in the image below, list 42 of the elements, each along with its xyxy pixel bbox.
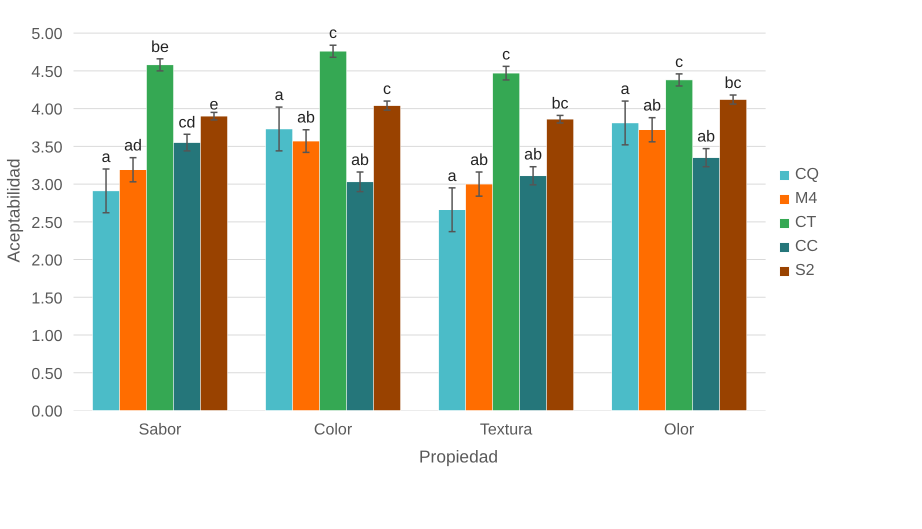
y-tick-label: 3.00 xyxy=(31,177,63,194)
data-label: c xyxy=(329,25,338,42)
y-tick-label: 2.50 xyxy=(31,214,63,232)
x-axis-title: Propiedad xyxy=(419,446,498,466)
x-tick-label: Sabor xyxy=(138,422,182,438)
x-tick-label: Textura xyxy=(480,422,532,438)
data-label: e xyxy=(210,96,219,114)
y-tick-label: 4.50 xyxy=(31,64,63,81)
data-label: a xyxy=(102,148,111,166)
y-tick-label: 0.00 xyxy=(31,404,63,420)
data-label: ad xyxy=(124,138,142,155)
data-label: a xyxy=(448,168,457,185)
y-tick-label: 2.00 xyxy=(31,252,63,270)
data-label: c xyxy=(502,46,510,64)
y-tick-label: 0.50 xyxy=(31,366,63,383)
legend-label: CT xyxy=(795,214,816,232)
data-label: ab xyxy=(643,98,662,115)
data-label: be xyxy=(151,38,170,56)
x-tick-label: Olor xyxy=(664,422,695,438)
data-label: cd xyxy=(178,114,196,132)
data-label: c xyxy=(675,54,684,71)
y-tick-label: 1.50 xyxy=(31,290,63,308)
x-tick-label: Color xyxy=(314,422,353,438)
y-tick-label: 1.00 xyxy=(31,328,63,346)
data-label: ab xyxy=(470,152,488,169)
data-label: a xyxy=(274,87,284,104)
legend-label: CC xyxy=(795,238,818,256)
data-label: bc xyxy=(724,75,742,92)
data-label: a xyxy=(620,81,630,98)
legend-label: CQ xyxy=(795,166,819,184)
data-label: c xyxy=(383,81,392,98)
y-axis-title: Aceptabilidad xyxy=(3,158,24,263)
legend-label: S2 xyxy=(795,262,815,280)
data-label: ab xyxy=(524,146,542,164)
data-label: ab xyxy=(351,152,370,169)
data-label: ab xyxy=(697,128,716,146)
y-tick-label: 3.50 xyxy=(31,139,63,156)
y-tick-label: 4.00 xyxy=(31,102,63,119)
legend-label: M4 xyxy=(795,190,818,208)
y-tick-label: 5.00 xyxy=(31,26,63,44)
data-label: ab xyxy=(297,110,316,127)
data-label: bc xyxy=(552,95,569,112)
